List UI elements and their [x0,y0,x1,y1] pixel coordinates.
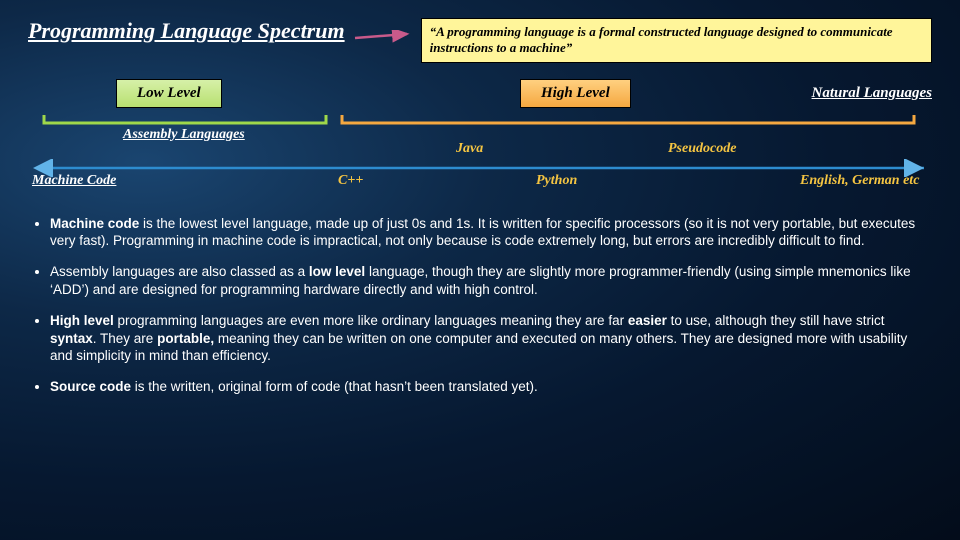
low-level-box: Low Level [116,79,222,108]
natural-languages-label: Natural Languages [812,85,932,102]
definition-box: “A programming language is a formal cons… [421,18,932,63]
bullet-list: Machine code is the lowest level languag… [28,215,932,397]
english-label: English, German etc [800,173,919,189]
high-level-box: High Level [520,79,631,108]
cpp-label: C++ [338,173,363,189]
bullet-source-code: Source code is the written, original for… [50,378,926,396]
java-label: Java [456,141,483,157]
bullet-assembly: Assembly languages are also classed as a… [50,263,926,299]
machine-code-label: Machine Code [32,173,116,189]
assembly-label: Assembly Languages [123,127,245,143]
page-title: Programming Language Spectrum [28,18,345,44]
high-level-bracket-icon [338,113,918,129]
pseudocode-label: Pseudocode [668,141,736,157]
bullet-machine-code: Machine code is the lowest level languag… [50,215,926,251]
arrow-to-definition-icon [353,30,413,50]
python-label: Python [536,173,577,189]
bullet-high-level: High level programming languages are eve… [50,312,926,365]
